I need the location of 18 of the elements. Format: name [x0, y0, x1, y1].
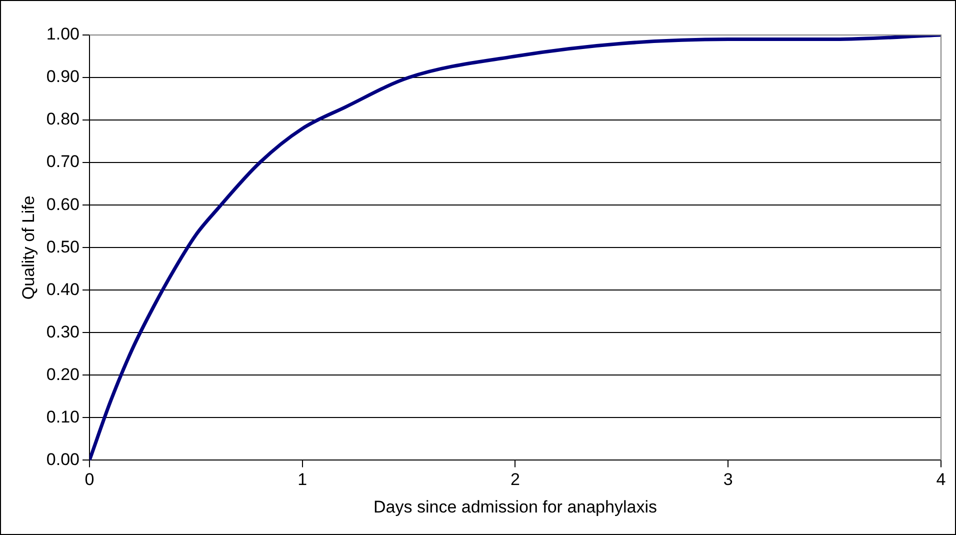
x-tick-label: 0	[84, 470, 94, 490]
y-tick-label: 0.00	[46, 450, 80, 469]
x-axis-title: Days since admission for anaphylaxis	[374, 497, 657, 516]
y-tick-label: 0.20	[46, 364, 80, 384]
y-tick-label: 0.70	[46, 152, 80, 172]
x-tick-label: 2	[510, 470, 520, 490]
y-tick-label: 0.40	[46, 280, 80, 299]
x-tick-label: 1	[298, 470, 308, 490]
y-tick-label: 0.90	[46, 67, 80, 86]
y-tick-label: 0.50	[46, 237, 80, 256]
y-tick-label: 1.00	[46, 24, 80, 44]
y-tick-label: 0.80	[46, 110, 80, 129]
x-tick-label: 4	[936, 470, 946, 490]
x-tick-label: 3	[723, 470, 733, 490]
y-axis-title: Quality of Life	[18, 196, 38, 300]
y-tick-label: 0.10	[46, 407, 80, 426]
y-tick-label: 0.60	[46, 194, 80, 214]
y-tick-label: 0.30	[46, 322, 80, 342]
